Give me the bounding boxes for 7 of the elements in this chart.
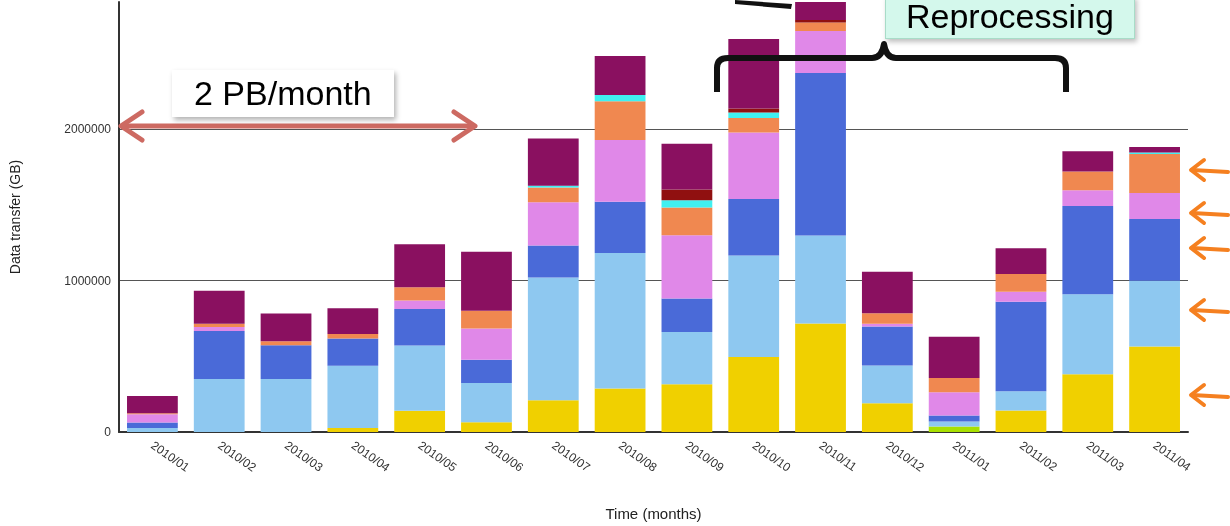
y-axis-title: Data transfer (GB) (7, 159, 23, 275)
annotation: Reprocessing (885, 0, 1135, 39)
x-axis-title: Time (months) (605, 505, 702, 522)
y-tick-label: 1000000 (64, 273, 112, 288)
y-tick-label: 2000000 (64, 122, 112, 137)
annotation: 2 PB/month (172, 70, 394, 117)
y-tick-label: 0 (104, 425, 112, 439)
